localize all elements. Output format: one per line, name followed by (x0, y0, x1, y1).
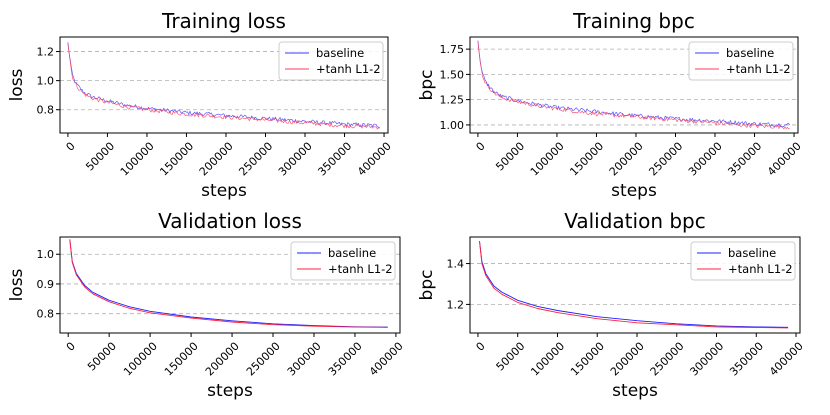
training-loss-ytick-label: 1.2 (37, 46, 55, 59)
validation-bpc-xtick-label: 150000 (568, 340, 607, 379)
training-bpc-xtick-label: 350000 (725, 140, 764, 179)
validation-loss-chart: 0.80.91.00 50000 100000 150000 200000 250000 3… (7, 209, 406, 401)
validation-bpc-xtick-label: 50000 (494, 340, 528, 374)
validation-loss-title: Validation loss (158, 209, 302, 233)
training-loss-xtick-label: 400000 (355, 140, 394, 179)
training-bpc-ytick-label: 1.50 (440, 68, 465, 81)
validation-loss-ylabel: loss (7, 268, 27, 301)
training-loss-axes-frame (59, 36, 389, 134)
validation-loss-series-tanh-l1-2 (69, 239, 388, 328)
validation-loss-xtick-label: 400000 (367, 340, 406, 379)
validation-bpc-ylabel: bpc (417, 270, 437, 301)
validation-bpc-title: Validation bpc (564, 209, 706, 233)
training-loss-title: Training loss (161, 9, 286, 33)
validation-bpc-legend: baseline +tanh L1-2 (690, 241, 796, 281)
validation-loss-xtick-label: 50000 (85, 340, 119, 374)
training-bpc-series-tanh-l1-2 (477, 41, 790, 130)
validation-loss-ytick-label: 0.8 (37, 308, 55, 321)
training-loss-chart: 0.81.01.20 50000 100000 150000 200000 250000 3… (7, 9, 394, 201)
training-loss-series-tanh-l1-2 (67, 43, 380, 130)
training-bpc-xtick-label: 100000 (528, 140, 567, 179)
training-bpc-xtick-label: 400000 (765, 140, 804, 179)
training-loss-xtick-label: 50000 (83, 140, 117, 174)
validation-loss-xtick-label: 0 (64, 340, 78, 354)
validation-bpc-series-tanh-l1-2 (479, 241, 789, 329)
training-bpc-xtick-label: 300000 (686, 140, 725, 179)
training-bpc-xtick-label: 0 (474, 140, 488, 154)
training-bpc-legend-box (688, 41, 794, 81)
validation-loss-axes-frame (59, 236, 401, 334)
validation-bpc-legend-label-baseline: baseline (728, 246, 776, 260)
validation-loss-xtick-label: 300000 (285, 340, 324, 379)
validation-loss-xtick-label: 200000 (203, 340, 242, 379)
validation-bpc-xtick-label: 300000 (687, 340, 726, 379)
training-bpc-xtick-label: 200000 (607, 140, 646, 179)
training-loss-legend-label-tanh-l1-2: +tanh L1-2 (316, 62, 381, 76)
validation-loss-legend-label-tanh-l1-2: +tanh L1-2 (328, 262, 393, 276)
validation-bpc-legend-box (690, 241, 796, 281)
training-bpc-chart: 1.00 1.25 1.50 1.75 0 50000 100000 150000 200000… (417, 9, 804, 201)
training-bpc-ytick-label: 1.75 (440, 43, 465, 56)
training-loss-legend: baseline +tanh L1-2 (278, 41, 384, 81)
validation-bpc-axes-frame (469, 236, 801, 334)
training-loss-legend-label-baseline: baseline (316, 46, 364, 60)
validation-bpc-legend-label-tanh-l1-2: +tanh L1-2 (728, 262, 793, 276)
validation-loss-xtick-label: 100000 (121, 340, 160, 379)
validation-bpc-xtick-label: 350000 (727, 340, 766, 379)
training-loss-ylabel: loss (7, 68, 27, 101)
training-loss-legend-box (278, 41, 384, 81)
training-bpc-ylabel: bpc (417, 70, 437, 101)
training-loss-xtick-label: 0 (64, 140, 78, 154)
validation-bpc-xtick-label: 0 (474, 340, 488, 354)
training-loss-xlabel: steps (201, 181, 247, 201)
validation-loss-series-baseline (69, 239, 388, 328)
validation-loss-ytick-label: 0.9 (37, 278, 55, 291)
training-bpc-xtick-label: 50000 (493, 140, 527, 174)
validation-loss-legend-box (290, 241, 396, 281)
validation-bpc-chart: 1.2 1.4 0 50000 100000 150000 200000 250000 3000… (417, 209, 806, 401)
validation-loss-xlabel: steps (207, 381, 253, 401)
validation-loss-legend: baseline +tanh L1-2 (290, 241, 396, 281)
training-bpc-axes-frame (469, 36, 799, 134)
validation-bpc-ytick-label: 1.4 (447, 258, 465, 271)
training-loss-ytick-label: 0.8 (37, 104, 55, 117)
training-bpc-xtick-label: 250000 (646, 140, 685, 179)
training-bpc-ytick-label: 1.25 (440, 94, 465, 107)
training-bpc-legend-label-baseline: baseline (726, 46, 774, 60)
training-bpc-xlabel: steps (611, 181, 657, 201)
validation-loss-xtick-label: 150000 (162, 340, 201, 379)
training-loss-xtick-label: 300000 (276, 140, 315, 179)
training-bpc-xtick-label: 150000 (567, 140, 606, 179)
validation-loss-ytick-label: 1.0 (37, 248, 55, 261)
training-loss-xtick-label: 150000 (157, 140, 196, 179)
training-loss-ytick-label: 1.0 (37, 75, 55, 88)
validation-bpc-xtick-label: 200000 (608, 340, 647, 379)
validation-bpc-xlabel: steps (612, 381, 658, 401)
training-bpc-title: Training bpc (572, 9, 695, 33)
validation-bpc-ytick-label: 1.2 (447, 298, 465, 311)
validation-loss-xtick-label: 350000 (326, 340, 365, 379)
training-bpc-ytick-label: 1.00 (440, 119, 465, 132)
validation-bpc-series-baseline (479, 241, 789, 328)
training-loss-xtick-label: 100000 (118, 140, 157, 179)
training-loss-xtick-label: 250000 (236, 140, 275, 179)
validation-bpc-xtick-label: 250000 (648, 340, 687, 379)
training-bpc-series-baseline (477, 40, 790, 128)
training-bpc-legend: baseline +tanh L1-2 (688, 41, 794, 81)
validation-loss-xtick-label: 250000 (244, 340, 283, 379)
validation-bpc-xtick-label: 100000 (528, 340, 567, 379)
training-loss-xtick-label: 200000 (197, 140, 236, 179)
validation-loss-legend-label-baseline: baseline (328, 246, 376, 260)
validation-bpc-xtick-label: 400000 (767, 340, 806, 379)
training-bpc-legend-label-tanh-l1-2: +tanh L1-2 (726, 62, 791, 76)
training-loss-xtick-label: 350000 (315, 140, 354, 179)
